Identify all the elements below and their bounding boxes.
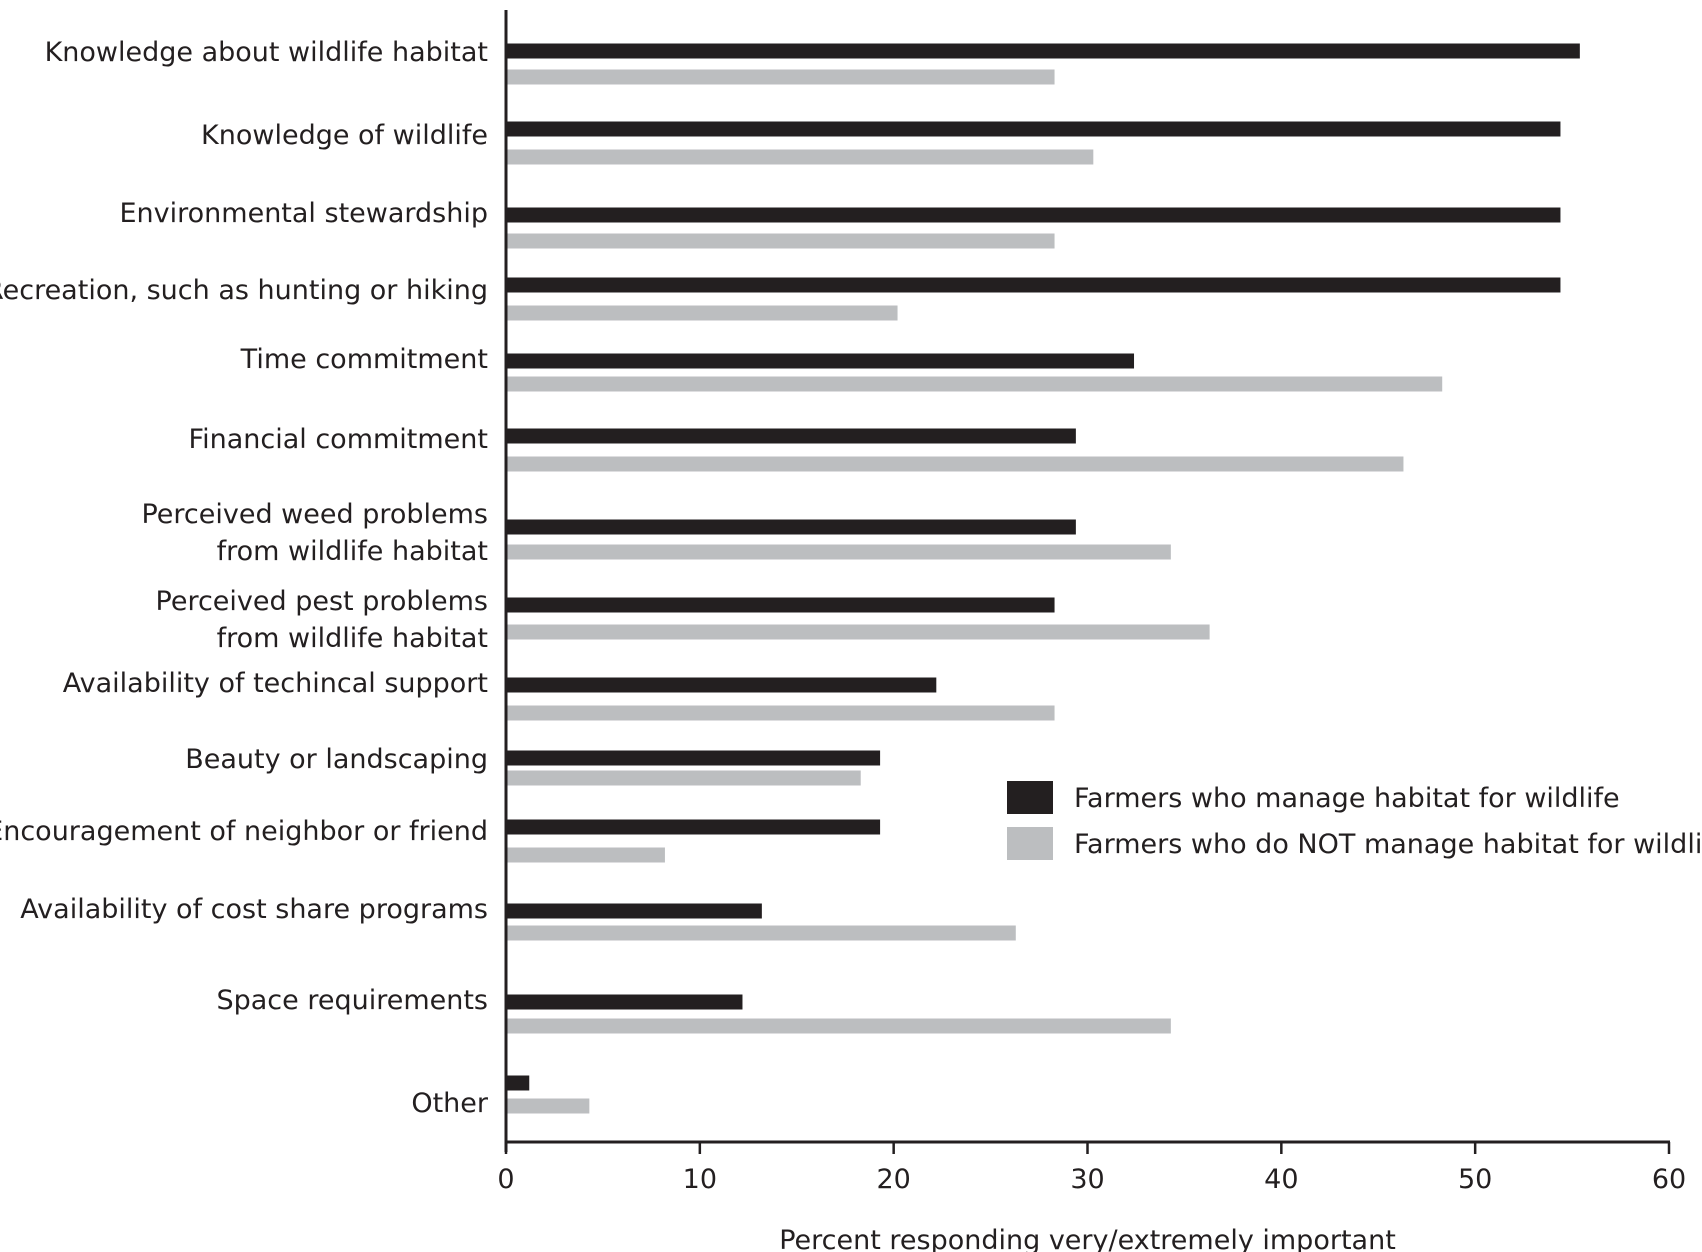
bar-manage-9 — [506, 750, 881, 766]
category-labels: Knowledge about wildlife habitat Knowledg… — [0, 37, 489, 1119]
x-tick-label-6: 60 — [1652, 1164, 1686, 1195]
bar-manage-7 — [506, 597, 1055, 613]
legend-label-1: Farmers who do NOT manage habitat for wi… — [1074, 829, 1702, 860]
bar-manage-1 — [506, 121, 1561, 137]
bar-manage-12 — [506, 994, 743, 1010]
bar-not-manage-5 — [506, 456, 1404, 472]
bar-not-manage-9 — [506, 770, 861, 786]
category-label-13: Other — [411, 1088, 489, 1119]
bar-manage-10 — [506, 819, 881, 835]
category-label-2: Environmental stewardship — [119, 198, 488, 229]
x-tick-label-5: 50 — [1458, 1164, 1492, 1195]
bar-not-manage-7 — [506, 624, 1210, 640]
bars-layer — [506, 43, 1580, 1114]
category-label-12: Space requirements — [216, 985, 488, 1016]
bar-not-manage-10 — [506, 847, 665, 863]
category-label-8: Availability of techincal support — [63, 668, 488, 699]
x-tick-label-4: 40 — [1264, 1164, 1298, 1195]
bar-manage-8 — [506, 677, 937, 693]
x-tick-label-0: 0 — [497, 1164, 514, 1195]
category-label-11: Availability of cost share programs — [20, 894, 488, 925]
legend: Farmers who manage habitat for wildlife F… — [1007, 781, 1702, 860]
bar-manage-5 — [506, 428, 1076, 444]
bar-not-manage-6 — [506, 544, 1171, 560]
bar-manage-2 — [506, 207, 1561, 223]
x-tick-label-3: 30 — [1070, 1164, 1104, 1195]
bar-not-manage-12 — [506, 1018, 1171, 1034]
category-label-4: Time commitment — [240, 344, 488, 375]
bar-not-manage-13 — [506, 1098, 590, 1114]
axes: 0 10 20 30 40 50 60 Percent responding very/ext… — [497, 10, 1686, 1252]
bar-not-manage-1 — [506, 149, 1094, 165]
category-label-7-line-0: Perceived pest problems — [156, 586, 488, 617]
x-axis-title: Percent responding very/extremely import… — [779, 1225, 1396, 1252]
category-label-0: Knowledge about wildlife habitat — [45, 37, 488, 68]
category-label-6-line-1: from wildlife habitat — [217, 536, 488, 567]
legend-swatch-1 — [1007, 827, 1053, 860]
category-label-9: Beauty or landscaping — [185, 744, 488, 775]
legend-label-0: Farmers who manage habitat for wildlife — [1074, 783, 1620, 814]
bar-manage-13 — [506, 1075, 530, 1091]
category-label-10: Encouragement of neighbor or friend — [0, 816, 488, 847]
category-label-1: Knowledge of wildlife — [201, 120, 488, 151]
category-label-3: Recreation, such as hunting or hiking — [0, 275, 488, 306]
category-label-7-line-1: from wildlife habitat — [217, 623, 488, 654]
bar-manage-11 — [506, 903, 762, 919]
legend-swatch-0 — [1007, 781, 1053, 814]
bar-not-manage-11 — [506, 925, 1016, 941]
bar-not-manage-4 — [506, 376, 1443, 392]
x-tick-label-2: 20 — [876, 1164, 910, 1195]
bar-not-manage-8 — [506, 705, 1055, 721]
bar-not-manage-3 — [506, 305, 898, 321]
bar-manage-6 — [506, 519, 1076, 535]
bar-manage-0 — [506, 43, 1580, 59]
category-label-6-line-0: Perceived weed problems — [141, 499, 488, 530]
bar-not-manage-2 — [506, 233, 1055, 249]
x-tick-label-1: 10 — [683, 1164, 717, 1195]
category-label-5: Financial commitment — [189, 424, 488, 455]
bar-manage-3 — [506, 277, 1561, 293]
bar-not-manage-0 — [506, 69, 1055, 85]
bar-manage-4 — [506, 353, 1135, 369]
